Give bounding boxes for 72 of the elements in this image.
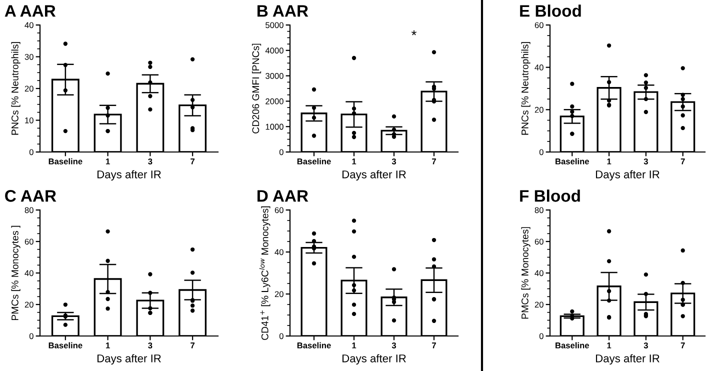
y-tick-label: 0 <box>29 333 34 340</box>
chart-title: E Blood <box>520 4 581 17</box>
y-tick-label: 20 <box>534 302 544 308</box>
y-tick-label: 80 <box>24 207 34 214</box>
x-tick-label: 7 <box>680 158 685 164</box>
x-tick-label: Baseline <box>297 342 331 348</box>
y-tick-label: 40 <box>24 22 34 28</box>
x-tick-label: 1 <box>352 158 356 164</box>
y-tick-label: 0 <box>279 149 284 156</box>
y-tick-label: 0 <box>539 149 544 156</box>
y-tick-label: 0 <box>539 333 544 340</box>
y-tick-label: 4000 <box>265 48 284 54</box>
y-tick-label: 3000 <box>266 73 284 79</box>
chart-title: D AAR <box>258 190 308 202</box>
y-tick-label: 20 <box>24 302 34 308</box>
y-tick-label: 30 <box>24 54 34 60</box>
y-axis-title: PMCs [% Monocytes ] <box>11 226 20 320</box>
y-axis-title: PNCs [% Neutrophils] <box>521 42 530 135</box>
x-tick-label: Baseline <box>48 158 82 164</box>
y-tick-label: 40 <box>24 270 34 276</box>
x-tick-label: Baseline <box>297 158 331 164</box>
x-axis-title: Days after IR <box>596 354 660 365</box>
x-tick-label: 3 <box>148 342 152 348</box>
x-tick-label: Baseline <box>556 342 589 348</box>
x-tick-label: 3 <box>392 342 396 348</box>
y-tick-label: 1000 <box>266 124 284 130</box>
y-axis-title: CD41$^{+}$ [% Ly6C$^{low}$ Monocytes] <box>259 206 270 340</box>
y-tick-label: 80 <box>534 207 544 214</box>
x-tick-label: 7 <box>190 342 195 348</box>
x-axis-title: Days after IR <box>342 354 406 365</box>
x-tick-label: 1 <box>607 158 612 164</box>
x-tick-label: Baseline <box>48 342 82 348</box>
x-tick-label: 3 <box>644 158 648 164</box>
chart-title: B AAR <box>258 5 308 17</box>
x-axis-title: Days after IR <box>97 354 161 365</box>
y-tick-label: 60 <box>24 238 34 245</box>
y-axis-title: PMCs [% Monocytes] <box>521 227 530 319</box>
x-axis-title: Days after IR <box>97 170 161 181</box>
y-axis-title: CD206 GMFI [PNCs] <box>252 44 262 134</box>
x-tick-label: 3 <box>392 158 396 164</box>
x-tick-label: 7 <box>432 342 436 348</box>
y-tick-label: 20 <box>534 106 544 113</box>
x-tick-label: 7 <box>190 158 195 164</box>
y-tick-label: 60 <box>534 238 544 245</box>
y-tick-label: 10 <box>25 117 34 124</box>
x-tick-label: 1 <box>106 158 110 164</box>
chart-title: F Blood <box>520 190 580 202</box>
x-tick-label: 7 <box>432 158 436 164</box>
y-tick-label: 0 <box>29 149 34 156</box>
y-axis-title: PNCs [% Neutrophils] <box>11 42 20 135</box>
y-tick-label: 2000 <box>266 98 284 104</box>
annotation: * <box>412 30 416 36</box>
x-axis-title: Days after IR <box>596 170 660 181</box>
y-tick-label: 40 <box>534 64 544 70</box>
y-tick-label: 5000 <box>266 22 284 28</box>
x-tick-label: Baseline <box>556 158 589 164</box>
y-tick-label: 40 <box>274 249 284 256</box>
chart-title: A AAR <box>4 5 56 17</box>
y-tick-label: 20 <box>24 86 34 92</box>
x-tick-label: 1 <box>607 342 612 348</box>
y-tick-label: 40 <box>534 270 544 276</box>
x-tick-label: 3 <box>148 158 152 164</box>
chart-title: C AAR <box>5 190 56 202</box>
x-tick-label: 7 <box>680 342 685 348</box>
x-axis-title: Days after IR <box>342 170 406 181</box>
x-tick-label: 1 <box>352 342 356 348</box>
x-tick-label: 3 <box>644 342 648 348</box>
y-tick-label: 0 <box>279 333 284 340</box>
y-tick-label: 20 <box>274 291 284 298</box>
y-tick-label: 60 <box>274 207 284 214</box>
y-tick-label: 60 <box>534 22 544 28</box>
x-tick-label: 1 <box>106 342 110 348</box>
